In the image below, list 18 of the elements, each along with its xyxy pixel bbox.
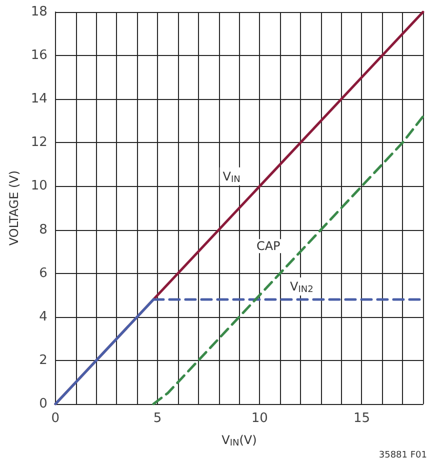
y-tick-label: 12 — [30, 135, 48, 150]
y-tick-label: 8 — [39, 222, 48, 238]
y-tick-label: 16 — [30, 48, 48, 64]
y-tick-label: 14 — [30, 92, 48, 107]
y-axis-title: VOLTAGE (V) — [7, 170, 21, 246]
x-tick-label: 0 — [51, 411, 60, 426]
line-series — [152, 115, 424, 406]
x-tick-label: 15 — [353, 411, 370, 426]
y-tick-label: 2 — [39, 352, 48, 368]
y-tick-label: 18 — [30, 4, 48, 20]
y-tick-label: 6 — [39, 266, 48, 281]
text: 35881 F01 — [378, 450, 428, 460]
y-tick-label: 10 — [30, 178, 48, 194]
y-tick-label: 0 — [39, 396, 48, 412]
y-tick-label: 4 — [39, 309, 48, 324]
x-tick-label: 10 — [251, 411, 268, 426]
x-tick-label: 5 — [153, 411, 162, 426]
series-label: CAP — [256, 239, 280, 254]
